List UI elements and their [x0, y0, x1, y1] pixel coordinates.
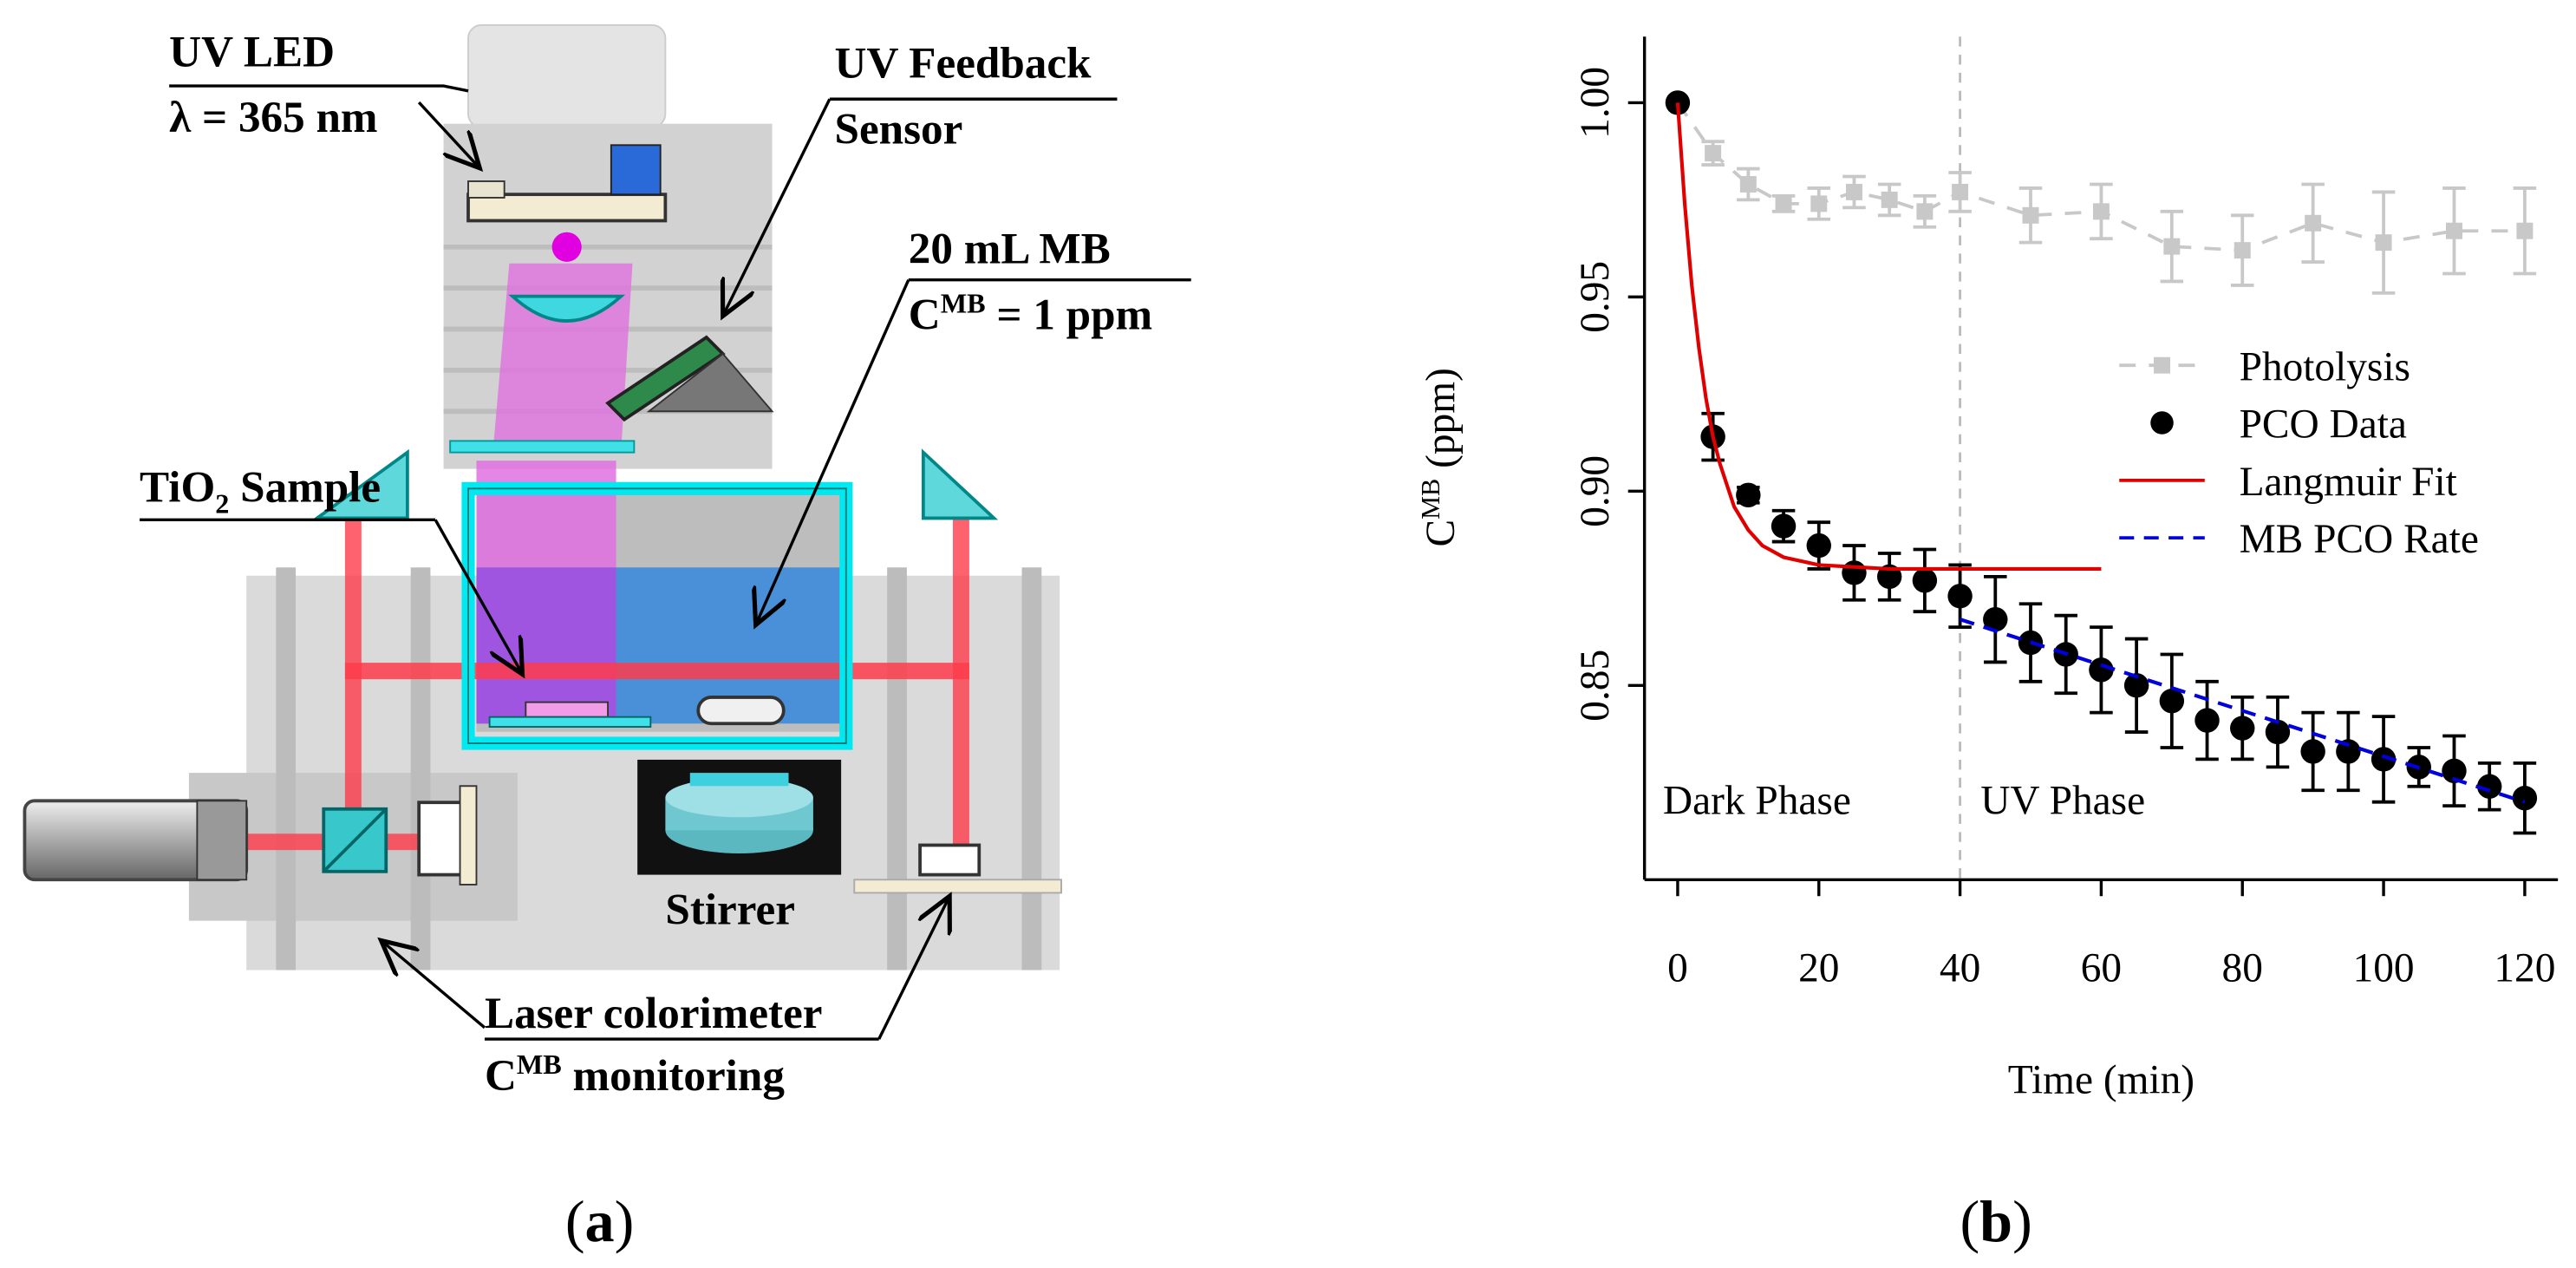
- panel-label: (a): [565, 1188, 635, 1254]
- point: [2230, 716, 2255, 741]
- point: [1842, 560, 1867, 585]
- y-tick-label: 1.00: [1573, 67, 1618, 139]
- point: [1736, 482, 1761, 508]
- stirrer-label: Stirrer: [665, 885, 795, 934]
- point: [1705, 145, 1722, 162]
- uv-led-label: UV LED: [169, 27, 335, 76]
- point: [2375, 234, 2392, 252]
- point: [2371, 747, 2397, 772]
- point: [1775, 195, 1792, 212]
- point: [2159, 689, 2185, 714]
- point: [2446, 222, 2462, 239]
- x-tick-label: 120: [2494, 946, 2555, 991]
- point: [2092, 203, 2110, 220]
- legend-label: PCO Data: [2240, 402, 2407, 448]
- point: [2516, 222, 2534, 239]
- point: [2163, 238, 2181, 255]
- sensor-label: Sensor: [835, 104, 963, 154]
- point: [1881, 191, 1898, 208]
- point: [2089, 657, 2114, 683]
- x-tick-label: 20: [1798, 946, 1839, 991]
- apparatus: UV LED λ = 365 nm UV Feedback Sensor 20 …: [23, 24, 1191, 1254]
- y-tick-label: 0.95: [1573, 261, 1618, 333]
- y-tick-label: 0.85: [1573, 650, 1618, 722]
- point: [2234, 242, 2251, 259]
- x-tick-label: 0: [1667, 946, 1688, 991]
- point: [1912, 568, 1938, 593]
- volume-label: 20 mL MB: [909, 225, 1111, 274]
- sensor-label: UV Feedback: [835, 39, 1092, 88]
- x-tick-label: 100: [2353, 946, 2415, 991]
- x-axis-title: Time (min): [2008, 1058, 2194, 1103]
- point: [2476, 774, 2502, 799]
- panel-label: (b): [1960, 1188, 2031, 1254]
- series-line: [1959, 618, 2526, 804]
- point: [2512, 785, 2538, 811]
- annotation: UV Phase: [1980, 778, 2145, 823]
- legend-marker: [2150, 411, 2174, 435]
- legend-marker: [2154, 356, 2170, 374]
- point: [2300, 739, 2325, 764]
- annotation: Dark Phase: [1663, 778, 1851, 823]
- legend-label: MB PCO Rate: [2240, 517, 2479, 562]
- point: [2336, 739, 2361, 764]
- y-axis-title: CMB (ppm): [1416, 368, 1464, 546]
- point: [1810, 195, 1828, 212]
- point: [2123, 673, 2149, 698]
- y-tick-label: 0.90: [1573, 455, 1618, 527]
- point: [1983, 606, 2008, 632]
- point: [2442, 758, 2467, 784]
- colorimeter-label: CMB monitoring: [485, 1049, 785, 1101]
- point: [2022, 206, 2039, 224]
- series-line: [1675, 102, 2102, 572]
- concentration-label: CMB = 1 ppm: [909, 288, 1152, 340]
- point: [1771, 513, 1797, 539]
- point: [1947, 584, 1973, 609]
- wavelength-label: λ = 365 nm: [169, 93, 377, 142]
- point: [1952, 183, 1969, 200]
- point: [2305, 214, 2322, 232]
- x-tick-label: 40: [1940, 946, 1980, 991]
- x-tick-label: 80: [2222, 946, 2263, 991]
- point: [1665, 90, 1691, 115]
- point: [1916, 203, 1934, 220]
- point: [2194, 708, 2220, 733]
- point: [1739, 175, 1757, 193]
- legend-label: Photolysis: [2240, 344, 2410, 389]
- sample-label: TiO2 Sample: [140, 462, 381, 519]
- legend-label: Langmuir Fit: [2240, 460, 2457, 505]
- point: [2265, 719, 2291, 745]
- point: [1845, 183, 1862, 200]
- x-tick-label: 60: [2081, 946, 2122, 991]
- colorimeter-label: Laser colorimeter: [485, 989, 823, 1038]
- point: [1806, 533, 1831, 559]
